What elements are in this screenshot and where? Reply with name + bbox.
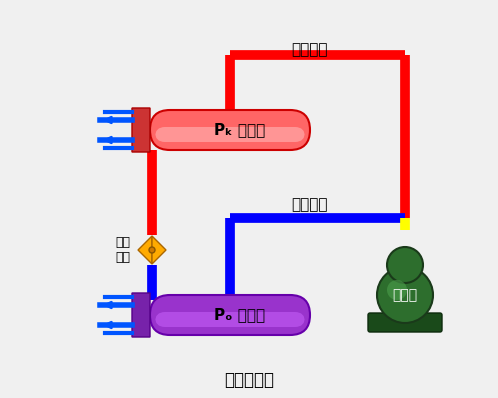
Circle shape xyxy=(149,247,155,253)
Text: Pₒ 蒸发器: Pₒ 蒸发器 xyxy=(215,308,265,322)
Text: Pₖ 冷凝器: Pₖ 冷凝器 xyxy=(214,123,265,137)
Polygon shape xyxy=(138,236,152,264)
FancyBboxPatch shape xyxy=(132,108,150,152)
FancyBboxPatch shape xyxy=(368,313,442,332)
Text: 高压部分: 高压部分 xyxy=(292,43,328,57)
FancyBboxPatch shape xyxy=(155,312,305,327)
Polygon shape xyxy=(152,236,166,264)
Text: 节流
机构: 节流 机构 xyxy=(115,236,130,264)
Circle shape xyxy=(377,267,433,323)
Text: 压缩机: 压缩机 xyxy=(392,288,417,302)
FancyBboxPatch shape xyxy=(132,293,150,337)
FancyBboxPatch shape xyxy=(150,295,310,335)
Circle shape xyxy=(387,247,423,283)
FancyBboxPatch shape xyxy=(155,127,305,142)
Circle shape xyxy=(387,280,407,300)
Text: 压缩式制冷: 压缩式制冷 xyxy=(224,371,274,389)
Text: 低压部分: 低压部分 xyxy=(292,197,328,213)
FancyBboxPatch shape xyxy=(150,110,310,150)
